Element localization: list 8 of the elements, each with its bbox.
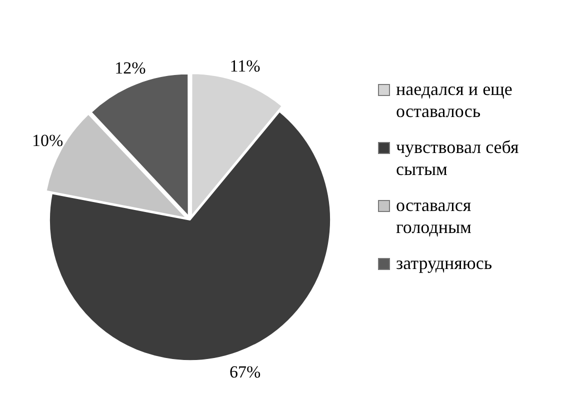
legend-label: наедался и еще оставалось — [396, 78, 514, 122]
data-label: 10% — [32, 131, 64, 150]
legend-label: оставался голодным — [396, 194, 472, 238]
data-label: 11% — [230, 56, 260, 76]
legend-label: чувствовал себя сытым — [396, 136, 520, 180]
legend-label: затрудняюсь — [396, 252, 492, 274]
data-label: 67% — [229, 362, 261, 382]
data-label: 12% — [114, 58, 146, 78]
